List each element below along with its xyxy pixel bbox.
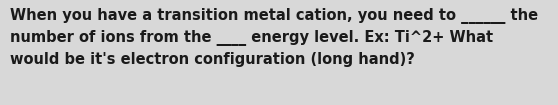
Text: When you have a transition metal cation, you need to ______ the
number of ions f: When you have a transition metal cation,… xyxy=(10,8,538,67)
